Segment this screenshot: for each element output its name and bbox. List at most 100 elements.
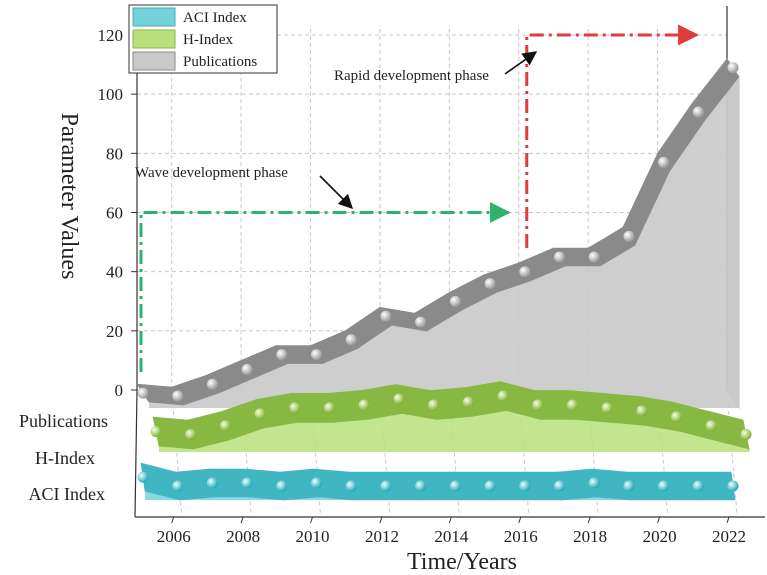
point-aci-index-2019 (623, 480, 635, 492)
depth-label-publications: Publications (19, 411, 108, 431)
point-aci-index-2013 (415, 480, 427, 492)
x-tick-label: 2010 (296, 527, 330, 546)
x-tick-label: 2006 (157, 527, 191, 546)
x-axis-title: Time/Years (407, 549, 517, 575)
y-tick-label: 60 (106, 204, 123, 223)
point-publications-2021 (692, 106, 704, 118)
x-tick-label: 2016 (504, 527, 538, 546)
point-publications-2010 (311, 349, 322, 361)
series-publications (136, 57, 740, 409)
y-axis-title: Parameter Values (56, 113, 82, 280)
point-h-index-2009 (289, 402, 301, 414)
x-tick-label: 2018 (573, 527, 607, 546)
annotation-line-rapid (525, 24, 700, 248)
x-tick-mark (448, 516, 452, 524)
point-h-index-2014 (462, 396, 474, 408)
x-tick-label: 2020 (643, 527, 677, 546)
annotation-wave-text: Wave development phase (135, 165, 288, 181)
point-aci-index-2005 (137, 471, 149, 483)
y-tick-label: 80 (106, 144, 123, 163)
y-tick-label: 120 (98, 26, 124, 45)
point-aci-index-2011 (345, 480, 357, 492)
depth-axis-line (134, 389, 138, 518)
point-h-index-2012 (393, 393, 405, 405)
depth-label-h-index: H-Index (35, 448, 95, 468)
point-publications-2018 (588, 251, 600, 263)
depth-label-aci-index: ACI Index (29, 484, 105, 504)
point-h-index-2017 (567, 399, 578, 411)
point-h-index-2019 (636, 405, 648, 417)
annotation-rapid-text: Rapid development phase (334, 68, 489, 84)
legend-label-h-index: H-Index (183, 32, 233, 48)
x-tick-label: 2014 (434, 527, 469, 546)
series-h-index (150, 381, 752, 453)
point-publications-2014 (449, 295, 461, 307)
legend-label-publications: Publications (183, 54, 257, 70)
point-aci-index-2006 (172, 480, 184, 492)
point-h-index-2016 (532, 399, 544, 411)
point-aci-index-2022 (727, 480, 739, 492)
legend-swatch-h-index (132, 29, 176, 49)
annotations (139, 24, 700, 372)
point-h-index-2005 (150, 426, 162, 438)
x-tick-mark (310, 516, 314, 524)
point-aci-index-2021 (692, 480, 704, 492)
point-publications-2013 (415, 316, 427, 328)
point-publications-2016 (519, 266, 531, 278)
point-aci-index-2018 (588, 477, 600, 489)
point-h-index-2013 (428, 399, 440, 411)
legend: ACI Index H-Index Publications (128, 4, 278, 74)
legend-swatch-publications (132, 51, 176, 71)
point-aci-index-2009 (276, 480, 288, 492)
point-publications-2019 (623, 230, 635, 242)
point-aci-index-2014 (449, 480, 461, 492)
x-tick-mark (726, 516, 730, 524)
annotation-wave-pointer (319, 175, 354, 210)
point-publications-2005 (137, 387, 149, 399)
point-publications-2012 (380, 310, 392, 322)
legend-label-aci: ACI Index (183, 10, 247, 26)
point-h-index-2008 (254, 408, 266, 420)
y-tick-label: 100 (98, 85, 124, 104)
point-publications-2020 (658, 156, 670, 168)
point-h-index-2011 (358, 399, 370, 411)
y-tick-label: 0 (115, 381, 124, 400)
point-publications-2017 (554, 251, 565, 263)
y-tick-label: 40 (106, 263, 123, 282)
point-aci-index-2012 (380, 480, 392, 492)
point-h-index-2007 (219, 420, 231, 432)
point-publications-2007 (206, 378, 218, 390)
series-aci-index (137, 462, 739, 501)
x-tick-mark (657, 516, 661, 524)
point-publications-2015 (484, 278, 496, 290)
x-tick-label: 2022 (712, 527, 746, 546)
point-publications-2011 (345, 334, 357, 346)
point-aci-index-2007 (206, 477, 218, 489)
point-h-index-2010 (324, 402, 335, 414)
series-face-publications (149, 76, 739, 408)
x-tick-mark (171, 516, 175, 524)
point-h-index-2022 (740, 429, 752, 440)
series-layer (136, 57, 752, 501)
point-h-index-2021 (705, 420, 717, 432)
point-h-index-2015 (497, 390, 509, 402)
point-aci-index-2017 (554, 480, 565, 492)
point-h-index-2006 (185, 429, 197, 440)
x-tick-label: 2008 (226, 527, 260, 546)
x-tick-mark (587, 516, 591, 524)
annotation-rapid-pointer (504, 51, 538, 75)
point-publications-2006 (172, 390, 184, 402)
y-tick-label: 20 (106, 322, 123, 341)
point-aci-index-2015 (484, 480, 496, 492)
x-tick-label: 2012 (365, 527, 399, 546)
legend-swatch-aci (132, 7, 176, 27)
series-face-h-index (159, 410, 749, 452)
point-publications-2009 (276, 349, 288, 361)
point-h-index-2020 (671, 411, 683, 423)
point-h-index-2018 (601, 402, 613, 414)
point-aci-index-2020 (658, 480, 670, 492)
point-aci-index-2008 (241, 477, 253, 489)
point-aci-index-2016 (519, 480, 531, 492)
x-tick-mark (240, 516, 244, 524)
